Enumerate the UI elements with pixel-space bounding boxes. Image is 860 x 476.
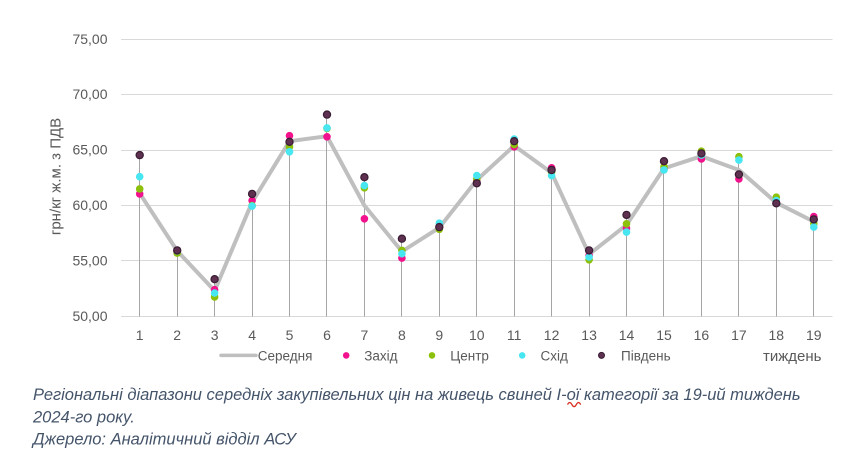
svg-text:16: 16 [694, 327, 710, 343]
svg-text:55,00: 55,00 [72, 252, 107, 268]
svg-text:Джерело: Аналітичний відділ АС: Джерело: Аналітичний відділ АСУ [31, 431, 297, 449]
svg-text:грн/кг ж.м. з ПДВ: грн/кг ж.м. з ПДВ [48, 118, 65, 235]
svg-text:8: 8 [398, 327, 406, 343]
svg-text:4: 4 [248, 327, 256, 343]
svg-text:70,00: 70,00 [72, 86, 107, 102]
svg-text:6: 6 [323, 327, 331, 343]
svg-text:12: 12 [544, 327, 560, 343]
svg-text:19: 19 [806, 327, 822, 343]
svg-text:75,00: 75,00 [72, 31, 107, 47]
svg-text:14: 14 [619, 327, 635, 343]
svg-text:17: 17 [731, 327, 747, 343]
svg-text:10: 10 [469, 327, 485, 343]
svg-text:11: 11 [507, 327, 522, 343]
svg-text:Захід: Захід [364, 348, 397, 363]
svg-text:1: 1 [136, 327, 144, 343]
svg-text:13: 13 [581, 327, 597, 343]
svg-text:Схід: Схід [541, 348, 568, 363]
svg-text:50,00: 50,00 [72, 308, 107, 324]
svg-text:5: 5 [286, 327, 294, 343]
svg-text:Середня: Середня [258, 348, 313, 363]
svg-text:18: 18 [769, 327, 785, 343]
svg-text:2: 2 [173, 327, 181, 343]
svg-text:9: 9 [435, 327, 443, 343]
svg-text:Регіональні діапазони середніх: Регіональні діапазони середніх закупівел… [33, 386, 801, 404]
svg-text:Центр: Центр [450, 348, 489, 363]
svg-text:7: 7 [361, 327, 369, 343]
svg-text:Південь: Південь [621, 348, 671, 363]
svg-text:65,00: 65,00 [72, 142, 107, 158]
svg-text:60,00: 60,00 [72, 197, 107, 213]
svg-text:15: 15 [656, 327, 672, 343]
svg-text:тиждень: тиждень [763, 348, 822, 365]
svg-text:2024-го року.: 2024-го року. [32, 409, 135, 427]
svg-text:3: 3 [211, 327, 219, 343]
